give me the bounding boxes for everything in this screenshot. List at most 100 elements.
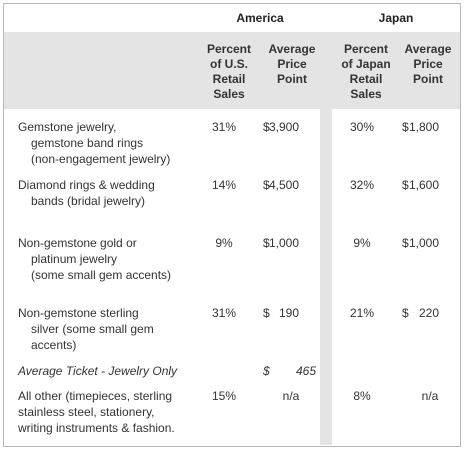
japan-price-amount: 1,000 [389,235,439,251]
column-header-line: Retail [212,72,246,86]
us-percent: 9% [199,235,249,251]
japan-price-currency: $ [402,177,409,193]
japan-price: n/a [405,388,455,404]
us-price-currency: $ [263,235,270,251]
us-percent: 15% [199,388,249,404]
row-label: Non-gemstone sterling silver (some small … [18,305,154,353]
japan-percent: 32% [337,177,387,193]
us-price-amount: 465 [266,363,316,379]
japan-percent: 21% [337,305,387,321]
row-label: Average Ticket - Jewelry Only [18,363,177,379]
us-price-currency: $ [263,305,270,321]
japan-price-amount: 1,600 [389,177,439,193]
row-label: All other (timepieces, sterling stainless… [18,388,175,436]
us-price-amount: 190 [249,305,299,321]
table-border [3,3,461,447]
us-price-currency: $ [263,119,270,135]
row-label: Diamond rings & wedding bands (bridal jew… [18,177,155,209]
column-header-line: of Japan [341,57,391,71]
column-header-line: of U.S. [210,57,248,71]
us-percent: 14% [199,177,249,193]
cell-text: 1,000 [408,236,439,250]
cell-text: 14% [211,178,237,192]
column-header-line: Sales [350,87,382,101]
japan-price-currency: $ [402,305,409,321]
row-label-line: accents) [31,338,77,352]
cell-text: $ [263,120,270,134]
cell-text: 9% [353,236,371,250]
column-header-line: Price [413,57,443,71]
column-header: Average Price Point [398,42,458,87]
row-label-line: Average Ticket - Jewelry Only [18,364,178,378]
cell-text: 4,500 [268,178,299,192]
cell-text: 15% [211,389,237,403]
cell-text: 31% [211,120,237,134]
column-header-line: Price [277,57,307,71]
column-header: Average Price Point [262,42,322,87]
cell-text: $ [263,178,270,192]
column-header-line: Sales [213,87,245,101]
cell-text: 190 [278,306,299,320]
column-header-line: Point [413,72,443,86]
cell-text: 8% [353,389,371,403]
cell-text: $ [402,306,409,320]
cell-text: n/a [282,389,300,403]
japan-percent: 9% [337,235,387,251]
japan-percent: 30% [337,119,387,135]
column-header-line: Point [277,72,307,86]
group-separator [320,32,332,445]
header-band [4,32,460,109]
japan-price-currency: $ [402,119,409,135]
column-header-line: Average [404,42,452,56]
japan-price-amount: 220 [389,305,439,321]
japan-percent: 8% [337,388,387,404]
row-label: Gemstone jewelry, gemstone band rings (non… [18,119,170,167]
cell-text: 31% [211,306,237,320]
cell-text: 1,800 [408,120,439,134]
japan-price-amount: 1,800 [389,119,439,135]
row-label-line: writing instruments & fashion. [18,421,175,435]
us-price-amount: 4,500 [249,177,299,193]
row-label-line: Gemstone jewelry, [18,120,117,134]
group-header: America [236,11,284,25]
column-header-line: Retail [349,72,383,86]
cell-text: n/a [421,389,439,403]
japan-price-currency: $ [402,235,409,251]
us-price-currency: $ [263,363,270,379]
us-price: n/a [266,388,316,404]
row-label-line: silver (some small gem [31,322,154,336]
us-price-amount: 1,000 [249,235,299,251]
row-label-line: bands (bridal jewelry) [31,194,146,208]
group-header: Japan [378,11,414,25]
cell-text: 465 [295,364,316,378]
us-percent: 31% [199,305,249,321]
row-label-line: stainless steel, stationery, [18,405,155,419]
row-label-line: platinum jewelry [31,252,118,266]
cell-text: 30% [349,120,375,134]
cell-text: $ [402,178,409,192]
cell-text: $ [263,236,270,250]
row-label-line: (non-engagement jewelry) [31,152,171,166]
column-header: Percent of U.S. Retail Sales [199,42,259,102]
us-percent: 31% [199,119,249,135]
column-header-line: Percent [343,42,389,56]
cell-text: 3,900 [268,120,299,134]
cell-text: $ [402,120,409,134]
row-label-line: Non-gemstone gold or [18,236,137,250]
cell-text: 1,000 [268,236,299,250]
cell-text: 220 [418,306,439,320]
row-label-line: gemstone band rings [31,136,144,150]
cell-text: 32% [349,178,375,192]
column-header: Percent of Japan Retail Sales [336,42,396,102]
cell-text: $ [402,236,409,250]
row-label: Non-gemstone gold or platinum jewelry (som… [18,235,171,283]
us-price-amount: 3,900 [249,119,299,135]
row-label-line: (some small gem accents) [31,268,172,282]
us-price-currency: $ [263,177,270,193]
row-label-line: Diamond rings & wedding [18,178,155,192]
row-label-line: Non-gemstone sterling [18,306,139,320]
row-label-line: All other (timepieces, sterling [18,389,173,403]
cell-text: $ [263,306,270,320]
cell-text: $ [263,364,270,378]
cell-text: 21% [349,306,375,320]
